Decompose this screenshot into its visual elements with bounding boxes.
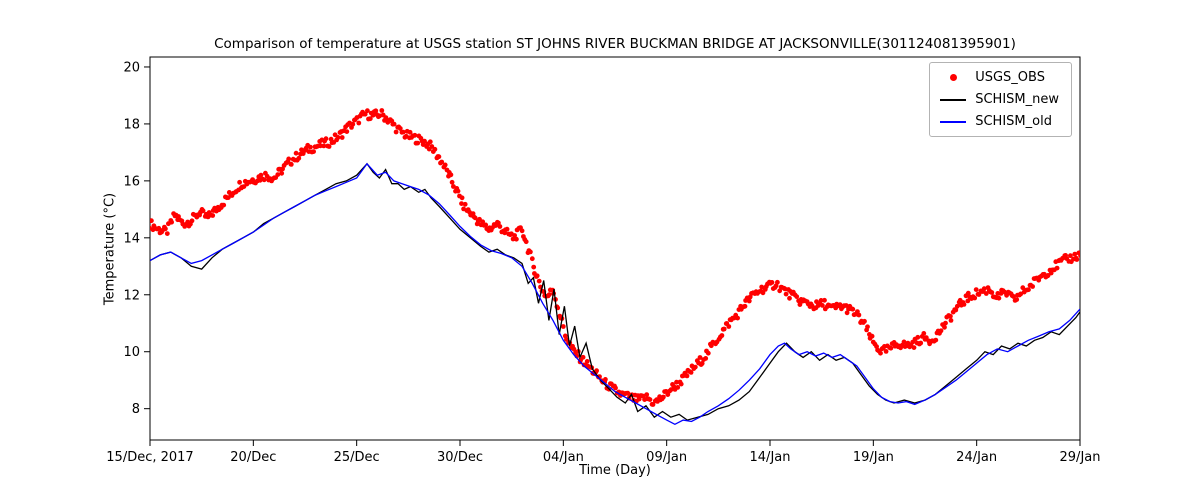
- x-axis-label: Time (Day): [579, 463, 651, 478]
- x-tick-label: 15/Dec, 2017: [106, 450, 193, 465]
- series-line-SCHISM_new: [150, 162, 1080, 421]
- series-scatter-USGS_OBS: [150, 108, 1080, 407]
- legend-label: SCHISM_new: [975, 92, 1059, 107]
- x-tick-label: 14/Jan: [750, 450, 791, 465]
- chart-title: Comparison of temperature at USGS statio…: [214, 36, 1016, 52]
- x-tick-label: 19/Jan: [853, 450, 894, 465]
- x-tick-label: 20/Dec: [230, 450, 276, 465]
- scatter-marker-icon: [949, 74, 957, 81]
- x-tick-label: 09/Jan: [646, 450, 687, 465]
- y-tick-label: 18: [123, 117, 140, 132]
- legend-item-schism-old: SCHISM_old: [940, 114, 1059, 129]
- y-tick-label: 14: [123, 231, 140, 246]
- legend: USGS_OBS SCHISM_new SCHISM_old: [929, 62, 1072, 137]
- y-tick-label: 20: [123, 60, 140, 75]
- series-line-SCHISM_old: [150, 162, 1080, 426]
- legend-label: USGS_OBS: [975, 70, 1045, 85]
- x-tick-label: 25/Dec: [334, 450, 380, 465]
- axes-frame: [149, 56, 1081, 441]
- x-tick-label: 30/Dec: [437, 450, 483, 465]
- y-tick-label: 16: [123, 174, 140, 189]
- line-marker-icon: [940, 120, 967, 123]
- y-tick-label: 8: [132, 402, 140, 417]
- y-tick-label: 12: [123, 288, 140, 303]
- legend-handle: [940, 98, 967, 101]
- legend-item-usgs-obs: USGS_OBS: [940, 70, 1059, 85]
- x-tick-label: 24/Jan: [956, 450, 997, 465]
- legend-label: SCHISM_old: [975, 114, 1052, 129]
- legend-handle: [940, 120, 967, 123]
- legend-item-schism-new: SCHISM_new: [940, 92, 1059, 107]
- line-marker-icon: [940, 98, 967, 101]
- series-group: [150, 108, 1080, 426]
- x-tick-label: 29/Jan: [1060, 450, 1101, 465]
- y-tick-label: 10: [123, 345, 140, 360]
- legend-handle: [940, 74, 966, 81]
- x-tick-label: 04/Jan: [543, 450, 584, 465]
